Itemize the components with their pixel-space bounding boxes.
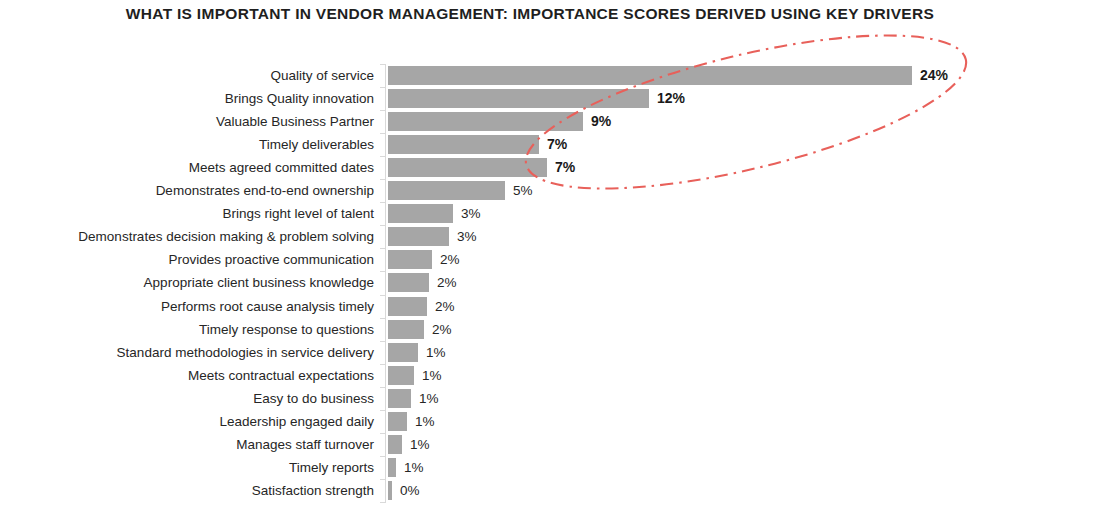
value-label: 7%	[555, 158, 575, 177]
value-label: 3%	[461, 204, 481, 223]
category-label: Provides proactive communication	[0, 250, 374, 269]
tick-mark	[380, 156, 385, 157]
tick-mark	[380, 456, 385, 457]
category-label: Demonstrates decision making & problem s…	[0, 227, 374, 246]
tick-mark	[380, 479, 385, 480]
tick-mark	[380, 364, 385, 365]
bar	[388, 181, 505, 200]
bar	[388, 435, 402, 454]
category-label: Brings right level of talent	[0, 204, 374, 223]
bar	[388, 320, 424, 339]
category-label: Leadership engaged daily	[0, 412, 374, 431]
category-label: Meets contractual expectations	[0, 366, 374, 385]
tick-mark	[380, 110, 385, 111]
category-label: Meets agreed committed dates	[0, 158, 374, 177]
tick-mark	[380, 225, 385, 226]
value-label: 5%	[513, 181, 533, 200]
value-label: 12%	[657, 89, 685, 108]
tick-mark	[380, 271, 385, 272]
category-label: Manages staff turnover	[0, 435, 374, 454]
category-label: Timely response to questions	[0, 320, 374, 339]
category-label: Appropriate client business knowledge	[0, 273, 374, 292]
bar	[388, 112, 583, 131]
tick-mark	[380, 502, 385, 503]
value-label: 3%	[457, 227, 477, 246]
tick-mark	[380, 64, 385, 65]
tick-mark	[380, 433, 385, 434]
category-label: Brings Quality innovation	[0, 89, 374, 108]
category-label: Timely deliverables	[0, 135, 374, 154]
value-label: 1%	[404, 458, 424, 477]
bar	[388, 227, 449, 246]
value-label: 7%	[547, 135, 567, 154]
value-label: 1%	[415, 412, 435, 431]
bar	[388, 458, 396, 477]
category-label: Standard methodologies in service delive…	[0, 343, 374, 362]
bar	[388, 366, 414, 385]
bar	[388, 158, 547, 177]
bar	[388, 135, 539, 154]
category-label: Timely reports	[0, 458, 374, 477]
value-label: 0%	[400, 481, 420, 500]
tick-mark	[380, 248, 385, 249]
category-label: Quality of service	[0, 66, 374, 85]
bar	[388, 204, 453, 223]
value-label: 1%	[426, 343, 446, 362]
tick-mark	[380, 179, 385, 180]
bar	[388, 481, 392, 500]
bar	[388, 389, 411, 408]
bar-chart: Quality of service 24% Brings Quality inno…	[0, 0, 1108, 511]
category-label: Satisfaction strength	[0, 481, 374, 500]
bar	[388, 343, 418, 362]
category-label: Valuable Business Partner	[0, 112, 374, 131]
value-label: 1%	[410, 435, 430, 454]
chart-canvas: WHAT IS IMPORTANT IN VENDOR MANAGEMENT: …	[0, 0, 1108, 511]
value-label: 2%	[432, 320, 452, 339]
category-label: Demonstrates end-to-end ownership	[0, 181, 374, 200]
value-label: 24%	[920, 66, 948, 85]
bar	[388, 297, 427, 316]
bar	[388, 412, 407, 431]
tick-mark	[380, 387, 385, 388]
bar	[388, 66, 912, 85]
value-label: 9%	[591, 112, 611, 131]
y-axis-line	[385, 64, 386, 503]
value-label: 2%	[440, 250, 460, 269]
tick-mark	[380, 318, 385, 319]
tick-mark	[380, 202, 385, 203]
bar	[388, 250, 432, 269]
value-label: 1%	[419, 389, 439, 408]
tick-mark	[380, 410, 385, 411]
tick-mark	[380, 133, 385, 134]
tick-mark	[380, 295, 385, 296]
value-label: 1%	[422, 366, 442, 385]
value-label: 2%	[437, 273, 457, 292]
bar	[388, 273, 429, 292]
category-label: Performs root cause analysis timely	[0, 297, 374, 316]
category-label: Easy to do business	[0, 389, 374, 408]
bar	[388, 89, 649, 108]
tick-mark	[380, 341, 385, 342]
tick-mark	[380, 87, 385, 88]
value-label: 2%	[435, 297, 455, 316]
